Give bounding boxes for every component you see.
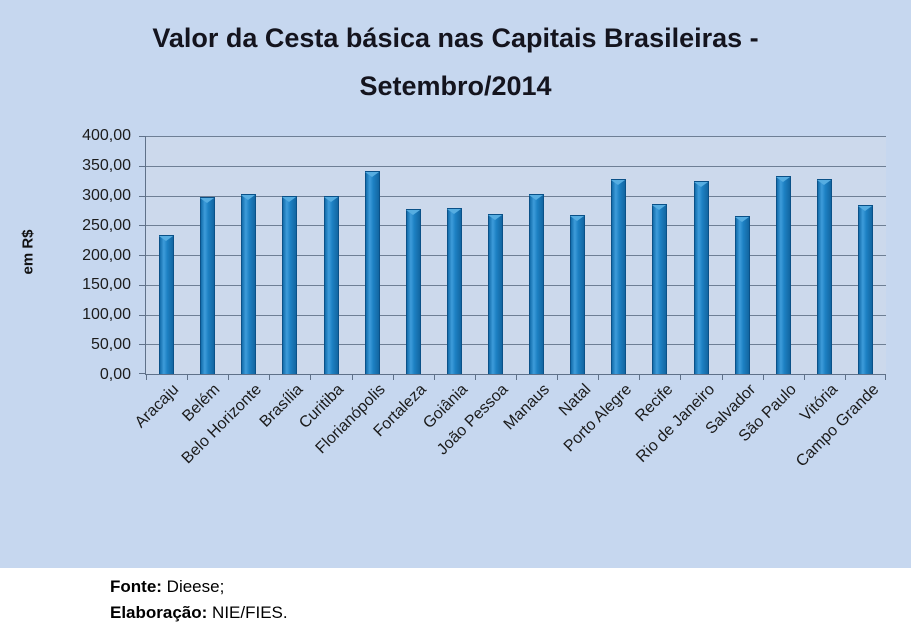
y-tick-label-0: 0,00 — [99, 366, 131, 383]
chart-panel: Valor da Cesta básica nas Capitais Brasi… — [0, 0, 911, 568]
x-tick-mark — [433, 375, 435, 380]
x-tick-mark — [721, 375, 723, 380]
y-tick-mark-300 — [139, 195, 145, 197]
x-tick-mark — [351, 375, 353, 380]
x-axis-labels: Aracaju Belém Belo Horizonte Brasília Curiti… — [132, 381, 886, 521]
x-tick-mark — [474, 375, 476, 380]
gridline-350 — [146, 165, 886, 167]
y-tick-label-100: 100,00 — [82, 306, 131, 324]
y-tick-label-250: 250,00 — [82, 216, 131, 234]
bar-salvador — [734, 216, 750, 374]
bar-fortaleza — [405, 209, 421, 374]
fonte-value: Dieese; — [166, 577, 225, 596]
y-tick-label-400: 400,00 — [82, 127, 131, 144]
bar-rio-de-janeiro — [693, 180, 709, 374]
elaboracao-label: Elaboração: — [110, 603, 208, 622]
y-tick-mark-0 — [139, 373, 145, 374]
x-tick-mark — [598, 375, 600, 380]
plot-area — [139, 136, 886, 380]
gridline-50 — [146, 344, 886, 346]
gridline-100 — [146, 314, 886, 316]
elaboracao-value: NIE/FIES. — [212, 603, 288, 622]
y-axis-tick-labels: 0,00 50,00 100,00 150,00 200,00 250,00 300,00 3… — [0, 127, 131, 383]
gridline-200 — [146, 255, 886, 256]
x-tick-mark — [516, 375, 517, 380]
chart-title-line-1: Valor da Cesta básica nas Capitais Brasi… — [152, 23, 759, 53]
bar-aracaju — [159, 235, 175, 374]
x-tick-mark — [639, 375, 641, 380]
y-tick-mark-350 — [139, 165, 145, 167]
bar-belem — [200, 196, 216, 374]
y-tick-mark-50 — [139, 344, 145, 346]
y-tick-label-200: 200,00 — [82, 246, 131, 264]
y-tick-mark-100 — [139, 314, 145, 316]
x-label-text: Aracaju — [132, 381, 183, 432]
chart-title: Valor da Cesta básica nas Capitais Brasi… — [0, 14, 911, 110]
x-tick-mark — [557, 375, 559, 380]
y-tick-label-150: 150,00 — [82, 276, 131, 294]
source-note: Fonte: Dieese; Elaboração: NIE/FIES. — [110, 574, 288, 626]
y-tick-label-50: 50,00 — [90, 336, 131, 354]
bar-brasilia — [282, 195, 298, 374]
bar-florianopolis — [364, 171, 380, 374]
x-tick-mark — [392, 375, 394, 380]
chart-title-line-2: Setembro/2014 — [359, 71, 552, 101]
y-tick-mark-200 — [139, 255, 145, 256]
x-tick-mark — [269, 375, 271, 380]
bar-natal — [570, 215, 586, 374]
x-tick-mark — [803, 375, 805, 380]
bar-goiania — [446, 208, 462, 374]
y-tick-mark-150 — [139, 284, 145, 286]
gridline-250 — [146, 225, 886, 227]
bar-sao-paulo — [775, 175, 791, 374]
gridline-300 — [146, 195, 886, 197]
elaboracao-line: Elaboração: NIE/FIES. — [110, 600, 288, 626]
bar-curitiba — [323, 195, 339, 374]
x-tick-mark — [228, 375, 230, 380]
y-tick-label-300: 300,00 — [82, 186, 131, 204]
x-tick-mark — [680, 375, 682, 380]
y-tick-mark-400 — [139, 136, 145, 137]
bar-porto-alegre — [611, 179, 627, 374]
gridline-150 — [146, 284, 886, 286]
fonte-line: Fonte: Dieese; — [110, 574, 288, 600]
bar-joao-pessoa — [487, 213, 503, 374]
x-tick-mark — [310, 375, 312, 380]
y-tick-label-350: 350,00 — [82, 156, 131, 174]
bar-manaus — [529, 194, 545, 374]
x-tick-mark — [885, 375, 886, 380]
bar-recife — [652, 204, 668, 374]
x-tick-mark — [146, 375, 147, 380]
x-tick-mark — [187, 375, 189, 380]
bar-campo-grande — [857, 205, 873, 374]
bar-vitoria — [816, 178, 832, 374]
fonte-label: Fonte: — [110, 577, 162, 596]
bar-belo-horizonte — [241, 194, 257, 374]
x-tick-mark — [762, 375, 764, 380]
x-tick-mark — [844, 375, 846, 380]
gridline-400 — [146, 136, 886, 137]
y-tick-mark-250 — [139, 225, 145, 227]
